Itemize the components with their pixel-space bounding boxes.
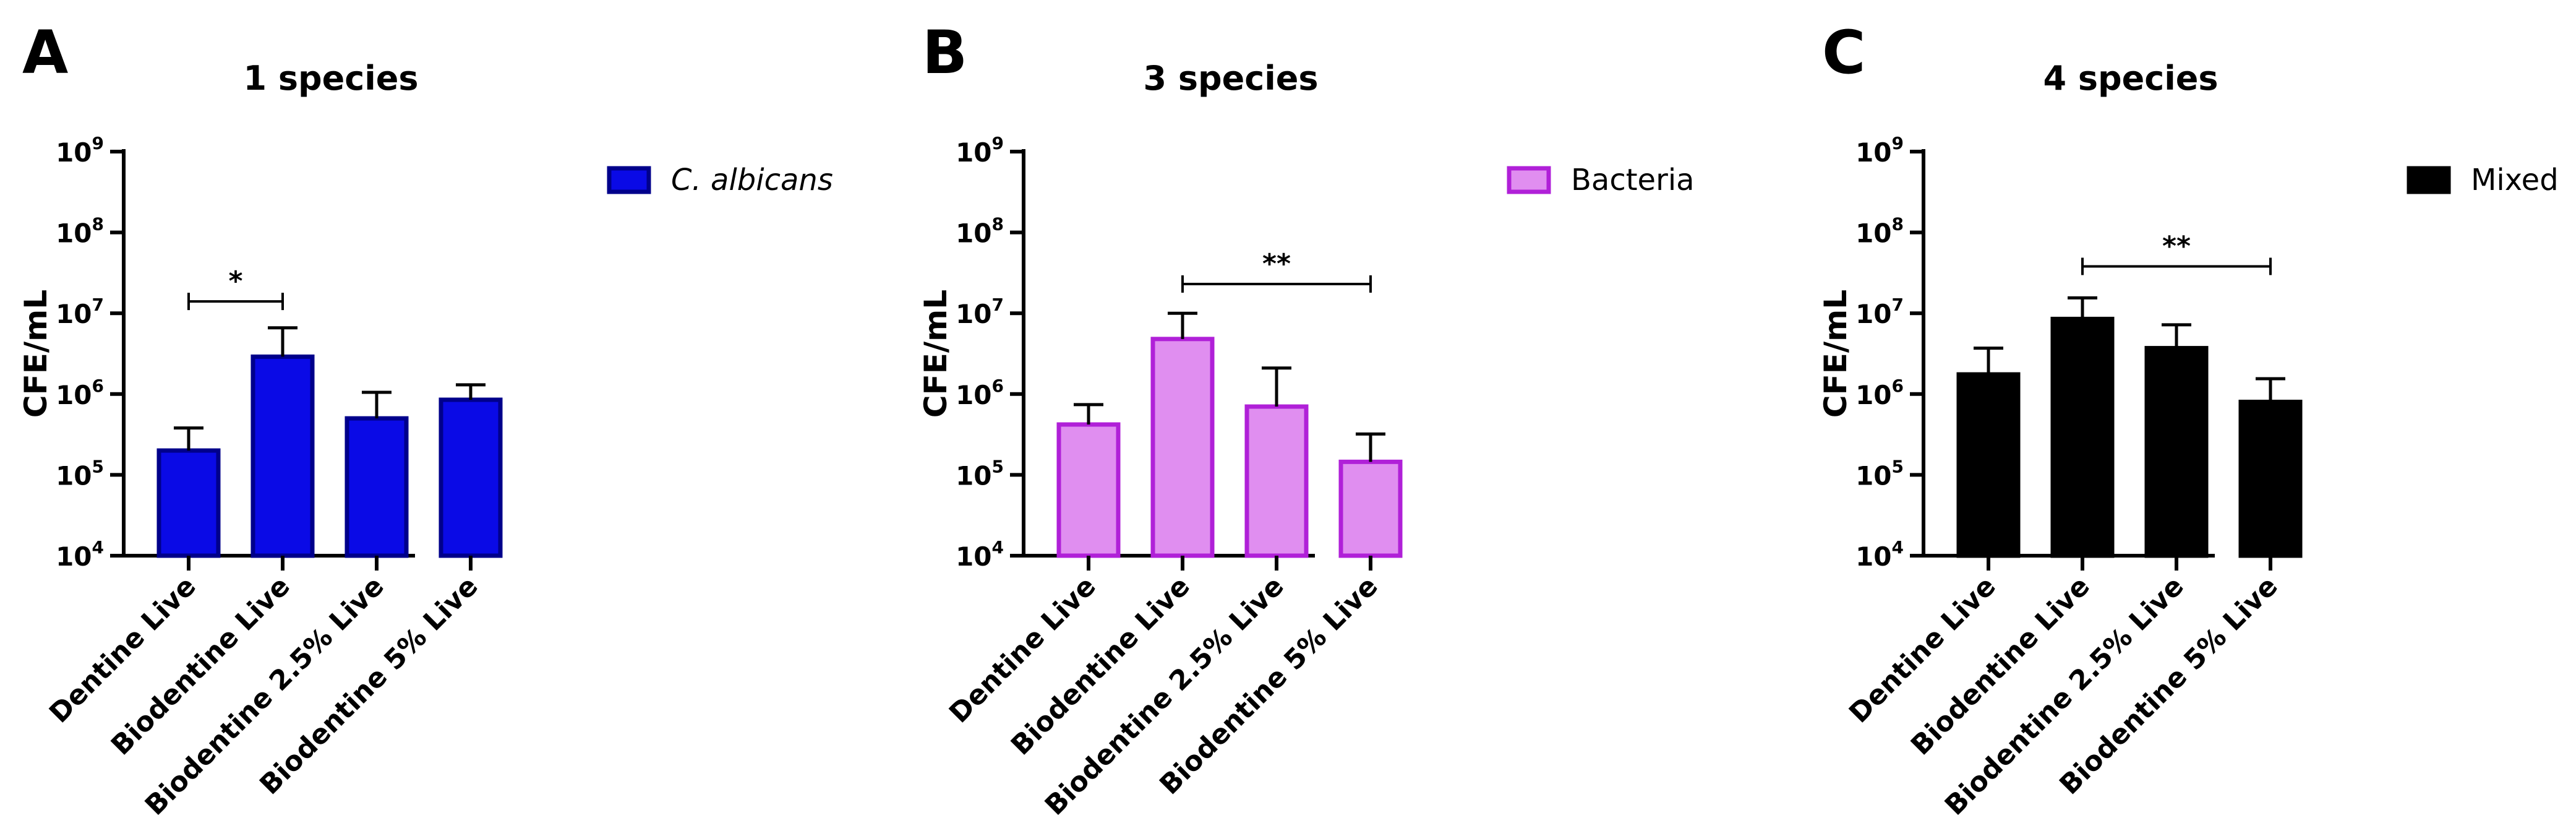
y-tick-label: 109 [56,133,104,168]
legend-label: Mixed [2471,163,2559,197]
legend-swatch [1507,166,1551,194]
y-tick-exponent: 7 [992,295,1004,315]
y-tick-label: 109 [956,133,1004,168]
y-tick-base: 10 [1855,460,1891,491]
bar [2238,399,2303,558]
bar [1338,459,1403,558]
y-tick-base: 10 [56,299,92,329]
y-tick-label: 106 [1855,376,1904,410]
y-tick-base: 10 [56,380,92,410]
y-tick-exponent: 6 [92,376,104,396]
y-tick-base: 10 [956,137,991,168]
y-tick-label: 107 [1855,295,1904,329]
y-tick-exponent: 9 [992,133,1004,153]
bar [344,416,409,558]
y-axis-label: CFE/mL [1818,290,1854,418]
y-tick-exponent: 9 [92,133,104,153]
y-axis-label: CFE/mL [18,290,54,418]
y-tick-base: 10 [56,541,92,572]
bar [1150,337,1215,558]
panel-letter: C [1822,18,1865,87]
x-tick-label: Biodentine Live [105,571,296,762]
significance-label: ** [1262,248,1291,280]
y-tick-label: 109 [1855,133,1904,168]
significance-label: * [228,265,242,297]
y-tick-base: 10 [1855,380,1891,410]
y-tick-exponent: 8 [992,214,1004,235]
y-tick-label: 104 [56,537,104,572]
y-tick-exponent: 7 [1892,295,1904,315]
y-tick-exponent: 8 [1892,214,1904,235]
y-tick-exponent: 5 [992,456,1004,476]
y-tick-exponent: 5 [92,456,104,476]
y-tick-label: 104 [1855,537,1904,572]
y-tick-base: 10 [956,218,991,249]
y-tick-exponent: 5 [1892,456,1904,476]
y-tick-base: 10 [1855,137,1891,168]
y-tick-exponent: 6 [992,376,1004,396]
y-tick-label: 107 [956,295,1004,329]
y-tick-label: 108 [1855,214,1904,249]
y-tick-label: 104 [956,537,1004,572]
y-tick-base: 10 [1855,218,1891,249]
y-tick-exponent: 4 [992,537,1004,558]
legend-swatch [2407,166,2451,194]
y-tick-base: 10 [1855,299,1891,329]
bar [439,397,503,558]
significance-label: ** [2162,230,2191,262]
legend-label: Bacteria [1571,163,1695,197]
bar [1956,372,2021,558]
chart-title: 3 species [1143,59,1318,98]
legend-swatch [607,166,651,194]
panel-letter: A [22,18,68,87]
y-tick-label: 105 [956,456,1004,491]
y-tick-label: 108 [956,214,1004,249]
bar [250,354,315,558]
y-tick-exponent: 7 [92,295,104,315]
y-tick-label: 106 [956,376,1004,410]
bar [156,448,221,558]
y-tick-exponent: 4 [92,537,104,558]
y-tick-label: 108 [56,214,104,249]
y-tick-base: 10 [956,380,991,410]
y-tick-label: 105 [1855,456,1904,491]
legend-label: C. albicans [671,163,833,197]
y-tick-base: 10 [956,460,991,491]
y-tick-exponent: 8 [92,214,104,235]
bar [1244,404,1309,558]
panel-letter: B [922,18,967,87]
y-tick-label: 106 [56,376,104,410]
x-tick-label: Biodentine Live [1905,571,2096,762]
x-tick-label: Biodentine Live [1005,571,1196,762]
bar [2144,346,2209,558]
y-axis-label: CFE/mL [918,290,954,418]
y-tick-label: 105 [56,456,104,491]
chart-title: 1 species [243,59,418,98]
y-tick-exponent: 4 [1892,537,1904,558]
y-tick-base: 10 [56,137,92,168]
y-tick-exponent: 9 [1892,133,1904,153]
y-tick-base: 10 [1855,541,1891,572]
y-tick-base: 10 [956,541,991,572]
y-tick-exponent: 6 [1892,376,1904,396]
bar [2050,316,2115,558]
y-tick-base: 10 [56,218,92,249]
bar [1056,422,1121,558]
y-tick-label: 107 [56,295,104,329]
chart-title: 4 species [2043,59,2218,98]
y-tick-base: 10 [956,299,991,329]
y-tick-base: 10 [56,460,92,491]
